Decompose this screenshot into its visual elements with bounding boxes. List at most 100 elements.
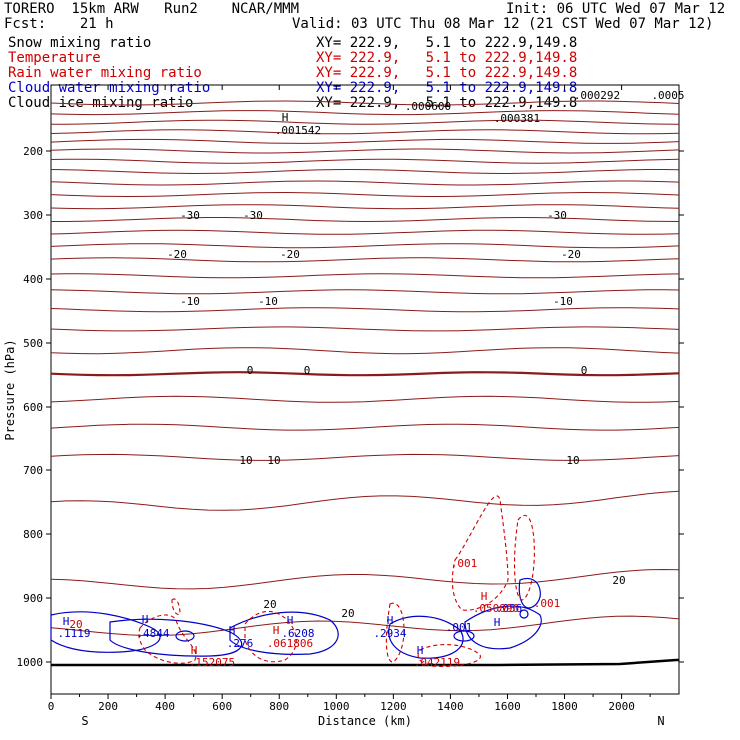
cloud-water-label: H	[417, 644, 424, 657]
cloud-water-contour	[388, 615, 464, 659]
x-tick-label: 1200	[380, 700, 407, 713]
isotherm-line	[50, 453, 680, 461]
cloud-water-contour	[519, 609, 529, 619]
cloud-water-label: H	[63, 615, 70, 628]
isotherm-label: -20	[280, 248, 300, 261]
legend-ice-xy: XY= 222.9, 5.1 to 222.9,149.8	[316, 95, 578, 111]
cloud-water-contour	[453, 630, 475, 642]
isotherm-label: 10	[239, 454, 252, 467]
cloud-water-label: .001	[446, 621, 473, 634]
isotherm-line	[50, 180, 680, 186]
legend-snow-name: Snow mixing ratio	[8, 35, 152, 51]
isotherm-label: 0	[304, 364, 311, 377]
rain-water-contour	[513, 514, 535, 601]
isotherm-label: 0	[247, 364, 254, 377]
cloud-water-label: .6208	[281, 627, 314, 640]
isotherm-line	[50, 191, 680, 198]
y-axis-label: Pressure (hPa)	[3, 339, 17, 440]
rain-water-label: H	[481, 590, 488, 603]
legend-temp-xy: XY= 222.9, 5.1 to 222.9,149.8	[316, 50, 578, 66]
rain-water-label: .001	[451, 557, 478, 570]
y-tick-label: 800	[23, 528, 43, 541]
legend-temp-name: Temperature	[8, 50, 101, 66]
y-tick-label: 900	[23, 592, 43, 605]
y-tick-label: 600	[23, 401, 43, 414]
isotherm-line	[50, 568, 680, 590]
rain-water-label: .050896	[473, 602, 519, 615]
isotherm-label: 20	[612, 574, 625, 587]
isotherm-line	[50, 423, 680, 431]
x-tick-label: 1800	[551, 700, 578, 713]
cloud-water-contour	[518, 577, 541, 609]
isotherm-label: -30	[180, 209, 200, 222]
cloud-water-label: H	[387, 614, 394, 627]
isotherm-label: -10	[180, 295, 200, 308]
cloud-water-label: .4844	[136, 627, 169, 640]
legend-rain-xy: XY= 222.9, 5.1 to 222.9,149.8	[316, 65, 578, 81]
isotherm-line	[51, 119, 680, 125]
isotherm-line	[50, 129, 680, 135]
cloud-water-contour	[464, 605, 542, 650]
x-axis-label: Distance (km)	[318, 714, 412, 728]
rain-water-contour	[171, 598, 181, 615]
rain-water-label: .152075	[189, 656, 235, 669]
isotherm-label: -30	[547, 209, 567, 222]
isotherm-line	[50, 257, 680, 263]
cloud-water-label: H	[229, 624, 236, 637]
rain-water-label: .061806	[267, 637, 313, 650]
rain-water-label: .001	[534, 597, 561, 610]
cloud-water-contour	[175, 630, 195, 642]
isotherm-line	[50, 243, 680, 249]
x-tick-label: 1400	[437, 700, 464, 713]
snow-label: .001542	[275, 124, 321, 137]
snow-label: .0005	[651, 89, 684, 102]
x-tick-label: 1000	[323, 700, 350, 713]
legend-ice-name: Cloud ice mixing ratio	[8, 95, 194, 111]
model-title: TORERO 15km ARW Run2 NCAR/MMM	[4, 1, 300, 17]
y-tick-label: 400	[23, 273, 43, 286]
x-tick-label: 200	[98, 700, 118, 713]
cloud-water-contour	[50, 611, 161, 653]
x-tick-label: 600	[212, 700, 232, 713]
isotherm-line	[50, 289, 680, 295]
isotherm-line	[50, 138, 680, 144]
cloud-water-label: .276	[227, 637, 254, 650]
isotherm-line	[50, 204, 680, 210]
isotherm-line	[50, 110, 680, 116]
cloud-water-label: H	[287, 614, 294, 627]
cloud-water-contour	[229, 611, 339, 655]
isotherm-line	[50, 168, 680, 175]
cloud-water-label: .1119	[57, 627, 90, 640]
cloud-water-label: H	[494, 616, 501, 629]
rain-water-contour	[417, 644, 481, 667]
section-start-label: S	[81, 714, 88, 728]
y-tick-label: 1000	[17, 656, 44, 669]
isotherm-label: -10	[553, 295, 573, 308]
rain-water-contour	[451, 495, 509, 611]
rain-water-label: H	[273, 624, 280, 637]
y-tick-label: 500	[23, 337, 43, 350]
y-tick-label: 300	[23, 209, 43, 222]
cloud-water-contour	[109, 618, 243, 657]
x-tick-label: 400	[155, 700, 175, 713]
cloud-water-label: .2934	[373, 627, 406, 640]
valid-time: Valid: 03 UTC Thu 08 Mar 12 (21 CST Wed …	[292, 16, 714, 32]
rain-water-label: 20	[69, 618, 82, 631]
x-tick-label: 1600	[494, 700, 521, 713]
y-tick-label: 700	[23, 464, 43, 477]
isotherm-label: 10	[267, 454, 280, 467]
isotherm-label: -20	[167, 248, 187, 261]
x-tick-label: 800	[269, 700, 289, 713]
init-time: Init: 06 UTC Wed 07 Mar 12	[506, 1, 726, 17]
rain-water-label: .042119	[414, 656, 460, 669]
legend-cloud-xy: XY= 222.9, 5.1 to 222.9,149.8	[316, 80, 578, 96]
legend-snow-xy: XY= 222.9, 5.1 to 222.9,149.8	[316, 35, 578, 51]
plot-frame	[50, 84, 680, 695]
isotherm-line	[50, 395, 680, 403]
legend-cloud-name: Cloud water mixing ratio	[8, 80, 211, 96]
isotherm-line	[51, 216, 680, 223]
isotherm-line	[50, 347, 680, 355]
isotherm-line	[50, 307, 680, 313]
section-end-label: N	[657, 714, 664, 728]
